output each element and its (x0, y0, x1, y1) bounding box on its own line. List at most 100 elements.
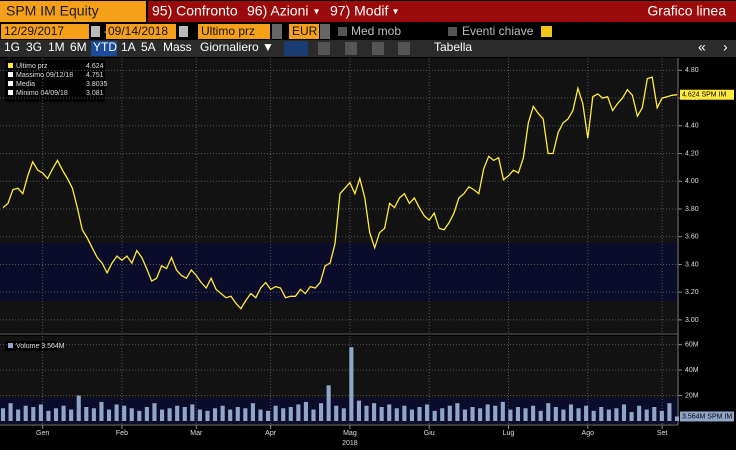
range-button[interactable]: Mass (163, 40, 192, 54)
volume-bar (425, 404, 430, 421)
y-tick-label: 4.80 (685, 67, 699, 74)
menu-item[interactable]: 97) Modif (330, 3, 388, 19)
x-tick-label: Ago (582, 430, 595, 437)
volume-bar (546, 403, 551, 421)
volume-bar (16, 409, 21, 421)
calendar-icon[interactable] (179, 26, 188, 37)
table-button[interactable]: Tabella (434, 40, 472, 54)
volume-bar (281, 408, 286, 421)
volume-bar (568, 404, 574, 421)
frequency[interactable]: Giornaliero ▼ (200, 40, 274, 54)
volume-bar (152, 403, 157, 421)
y-tick-label: 4.40 (685, 123, 699, 130)
legend-name: Ultimo prz (16, 63, 48, 70)
legend-value: 3.8035 (86, 81, 108, 88)
volume-bar (250, 403, 255, 421)
dropdown[interactable] (272, 24, 282, 39)
volume-bar (674, 416, 680, 421)
checkbox[interactable] (448, 27, 457, 36)
last-tag-text: 3.564M SPM IM (682, 413, 732, 420)
volume-bar (364, 405, 369, 421)
chart-icon[interactable] (284, 41, 308, 56)
legend-swatch (8, 90, 13, 95)
range-button[interactable]: 3G (26, 40, 42, 54)
range-button[interactable]: 1G (4, 40, 20, 54)
volume-bar (455, 403, 460, 421)
volume-bar (319, 403, 324, 421)
menu-item[interactable]: 96) Azioni (247, 3, 308, 19)
range-button[interactable]: 1M (48, 40, 65, 54)
volume-bar (387, 404, 392, 421)
volume-bar (212, 408, 218, 421)
tool-icon[interactable] (398, 42, 410, 55)
volume-bar (273, 405, 278, 421)
start-date-text: 12/29/2017 (4, 24, 64, 38)
volume-bar (144, 407, 149, 421)
range-band (0, 243, 678, 301)
legend-name: Massimo 09/12/18 (16, 72, 73, 79)
volume-bar (417, 407, 422, 421)
y-tick-label: 20M (685, 392, 699, 399)
tool-icon[interactable] (318, 42, 330, 55)
range-button[interactable]: 1A (121, 40, 136, 54)
volume-bar (76, 395, 81, 421)
y-tick-label: 40M (685, 367, 699, 374)
legend-value: 3.081 (86, 90, 104, 97)
volume-bar (462, 409, 468, 421)
y-tick-label: 4.20 (685, 150, 699, 157)
volume-bar (137, 410, 142, 421)
volume-bar (311, 409, 316, 421)
volume-bar (538, 410, 543, 421)
dropdown[interactable] (320, 24, 330, 39)
ticker-box[interactable] (0, 1, 146, 22)
view-title: Grafico linea (647, 3, 726, 19)
collapse[interactable]: « (698, 39, 706, 55)
start-date[interactable] (1, 24, 89, 39)
menu-bar (148, 1, 736, 22)
volume-bar (197, 409, 202, 421)
info-icon[interactable] (541, 26, 552, 37)
volume-bar (523, 408, 528, 421)
expand[interactable]: › (723, 39, 728, 55)
legend-box (5, 60, 105, 102)
volume-bar (621, 404, 627, 421)
x-tick-label: Feb (116, 430, 128, 437)
volume-bar (84, 407, 89, 421)
currency-select[interactable] (289, 24, 319, 39)
volume-bar (515, 407, 521, 421)
ticker: SPM IM Equity (6, 3, 99, 19)
y-tick-label: 3.60 (685, 234, 699, 241)
moving-avg: Med mob (351, 24, 401, 38)
calendar-icon[interactable] (91, 26, 100, 37)
end-date[interactable] (106, 24, 176, 39)
volume-bar (599, 407, 604, 421)
field-text: Ultimo prz (201, 24, 255, 38)
y-tick-label: 60M (685, 341, 699, 348)
volume-bar (8, 403, 13, 421)
tool-icon[interactable] (372, 42, 384, 55)
volume-bar (440, 408, 445, 421)
menu-item[interactable]: 95) Confronto (152, 3, 238, 19)
volume-bar (288, 407, 293, 421)
volume-bar (485, 404, 490, 421)
volume-bar (61, 405, 66, 421)
checkbox[interactable] (338, 27, 347, 36)
volume-bar (341, 408, 346, 421)
price-line (2, 76, 678, 310)
volume-bar (508, 409, 513, 421)
range-button[interactable]: YTD (93, 40, 117, 54)
last-tag-text: 4.624 SPM IM (682, 92, 727, 99)
tool-icon[interactable] (345, 42, 357, 55)
volume-bar (334, 405, 339, 421)
volume-bar (53, 408, 59, 421)
x-tick-label: Set (657, 430, 668, 437)
field-select[interactable] (198, 24, 270, 39)
volume-bar (478, 408, 483, 421)
volume-bar (591, 410, 596, 421)
volume-bar (667, 403, 672, 421)
volume-bar (576, 408, 581, 421)
range-button[interactable]: 5A (141, 40, 156, 54)
range-button[interactable]: 6M (70, 40, 87, 54)
volume-bar (379, 407, 384, 421)
